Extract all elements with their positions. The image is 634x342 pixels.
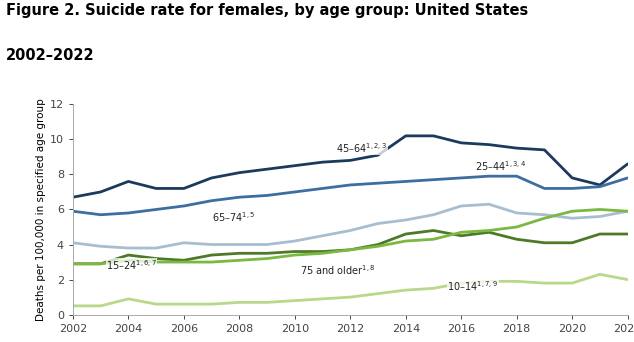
Text: 75 and older$^{1,8}$: 75 and older$^{1,8}$ [301, 263, 376, 277]
Text: 45–64$^{1,2,3}$: 45–64$^{1,2,3}$ [337, 141, 387, 155]
Text: 10–14$^{1,7,9}$: 10–14$^{1,7,9}$ [448, 279, 498, 293]
Text: 15–24$^{1,6,7}$: 15–24$^{1,6,7}$ [106, 258, 157, 272]
Y-axis label: Deaths per 100,000 in specified age group: Deaths per 100,000 in specified age grou… [36, 98, 46, 321]
Text: Figure 2. Suicide rate for females, by age group: United States: Figure 2. Suicide rate for females, by a… [6, 3, 529, 18]
Text: 65–74$^{1,5}$: 65–74$^{1,5}$ [212, 211, 255, 224]
Text: 25–44$^{1,3,4}$: 25–44$^{1,3,4}$ [475, 159, 527, 173]
Text: 2002–2022: 2002–2022 [6, 48, 95, 63]
